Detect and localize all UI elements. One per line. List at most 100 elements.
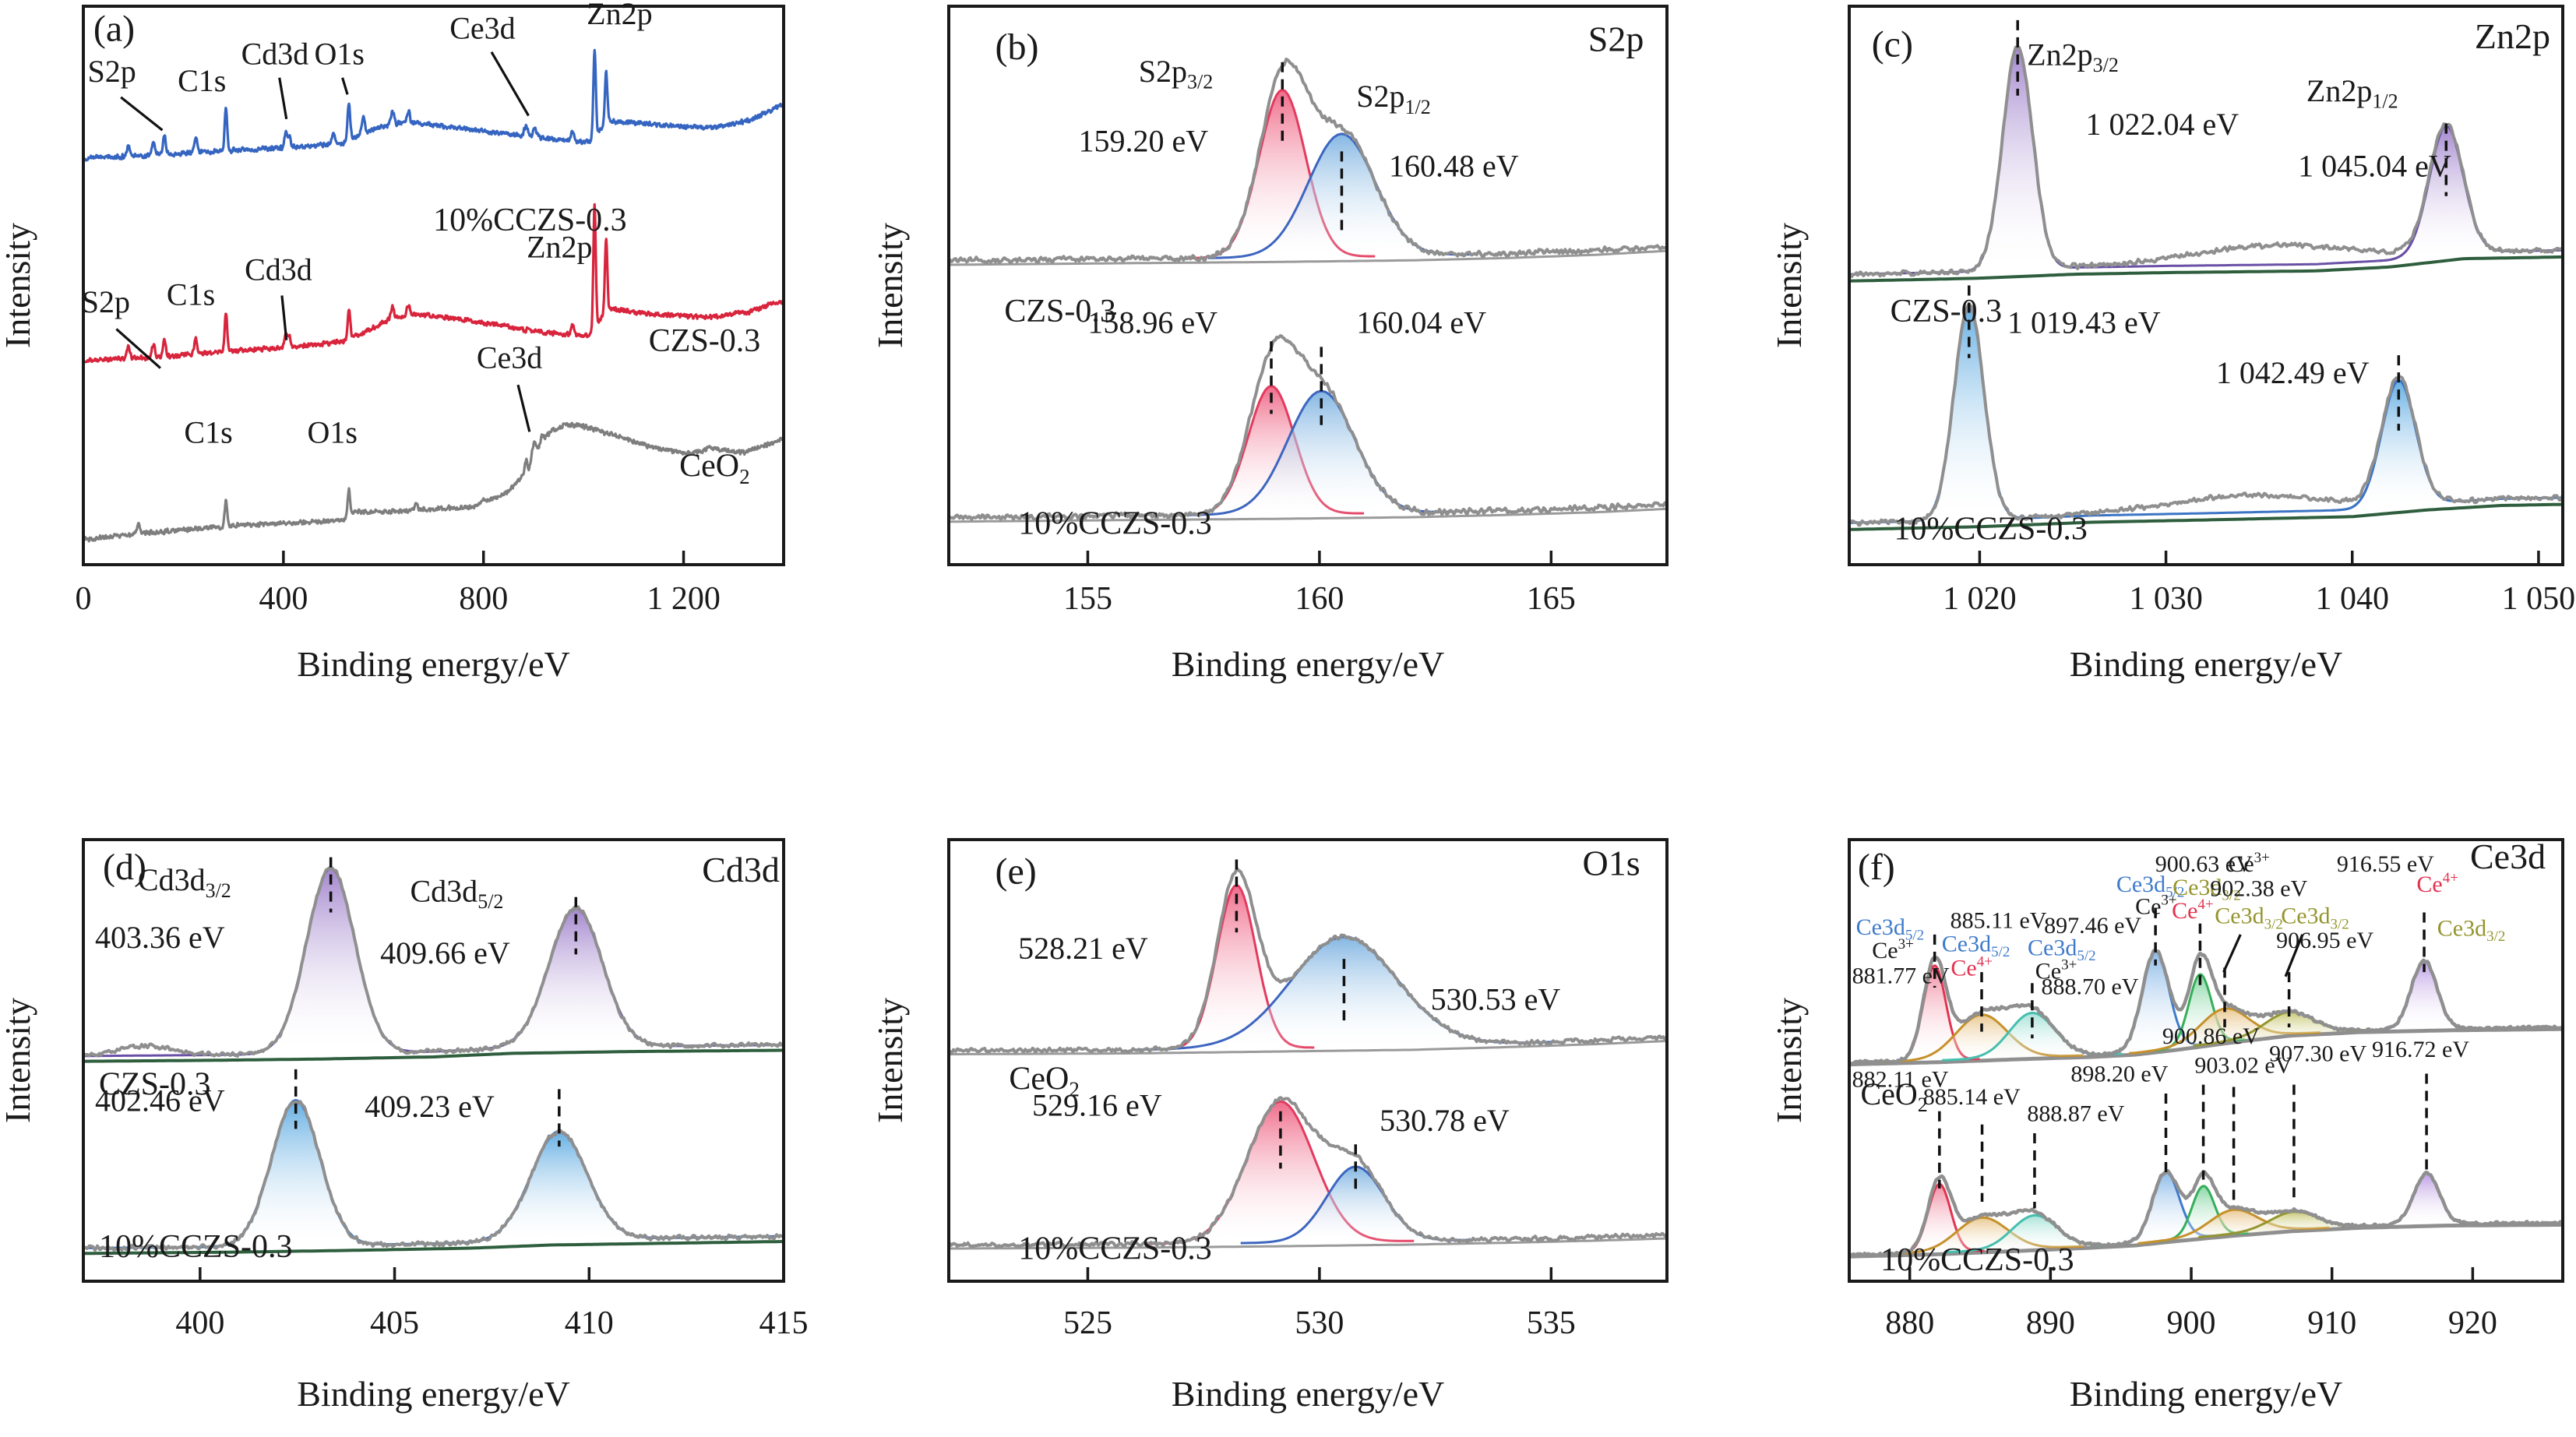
- leader-line-a-4: [115, 328, 161, 369]
- x-tick-label-b-1: 160: [1295, 581, 1344, 617]
- label-f-33: 916.72 eV: [2372, 1037, 2469, 1062]
- raw-envelope-b-0: [947, 58, 1669, 265]
- spectrum-f-1: [1848, 1169, 2564, 1259]
- peak-fill-c-1-0: [1909, 305, 2029, 522]
- label-f-1: Ce3d: [2470, 836, 2546, 876]
- label-a-10: Cd3d: [245, 252, 312, 287]
- spectrum-c-1: [1848, 303, 2564, 531]
- label-f-8: 897.46 eV: [2044, 913, 2141, 939]
- x-tick-label-a-2: 800: [459, 581, 508, 617]
- panel-d: 400 405 410 415 Binding energy/eV Intensity (d…: [0, 838, 809, 1414]
- label-f-5: 885.11 eV: [1951, 907, 2047, 933]
- baseline-f-1: [1848, 1222, 2564, 1259]
- label-f-4: 881.77 eV: [1852, 963, 1950, 988]
- label-c-7: 1 019.43 eV: [2007, 305, 2161, 340]
- plot-frame-d: [82, 838, 785, 1283]
- peak-fill-f-1-3: [2112, 1171, 2220, 1245]
- raw-envelope-f-0: [1848, 948, 2564, 1065]
- label-e-4: CeO2: [1009, 1061, 1080, 1101]
- leader-line-a-2: [341, 77, 349, 95]
- peak-fill-e-0-0: [1158, 885, 1315, 1050]
- x-tick-label-d-0: 400: [175, 1305, 224, 1341]
- label-a-12: CZS-0.3: [649, 323, 761, 359]
- spectrum-f-0: [1848, 948, 2564, 1067]
- panel-f: 880 890 900 910 920 Binding energy/eV Intensit…: [1769, 836, 2564, 1414]
- peak-fill-e-1-1: [1240, 1166, 1471, 1244]
- peak-fill-c-0-0: [1958, 46, 2077, 273]
- panel-a: 0 400 800 1 200 Binding energy/eV Intensity (a…: [0, 0, 785, 684]
- label-b-5: S2p: [1588, 19, 1644, 58]
- spectrum-b-1: [947, 334, 1668, 523]
- label-c-8: 1 042.49 eV: [2216, 355, 2370, 390]
- baseline-c-0: [1848, 255, 2564, 283]
- panel-e: 525 530 535 Binding energy/eV Intensity (e) 52…: [870, 838, 1669, 1414]
- leader-line-a-6: [516, 384, 531, 432]
- x-tick-label-f-3: 910: [2307, 1305, 2356, 1341]
- spectrum-d-0: [83, 866, 784, 1063]
- label-f-7: Ce4+: [1951, 954, 1993, 981]
- x-tick-label-d-1: 405: [370, 1305, 419, 1341]
- label-d-0: (d): [103, 847, 146, 888]
- label-e-0: (e): [995, 851, 1036, 893]
- label-f-22: 916.55 eV: [2337, 851, 2434, 877]
- baseline-b-1: [948, 507, 1668, 523]
- label-a-1: S2p: [87, 54, 136, 89]
- label-b-4: 160.48 eV: [1389, 149, 1519, 184]
- spectrum-a-0: [83, 48, 785, 162]
- spectrum-a-1: [82, 203, 785, 364]
- peak-fill-f-0-4: [2155, 974, 2246, 1051]
- label-a-9: C1s: [167, 277, 215, 312]
- label-d-7: 402.46 eV: [95, 1083, 225, 1118]
- survey-curve-a-2: [82, 421, 784, 543]
- y-axis-label-d: Intensity: [0, 998, 37, 1123]
- label-f-29: 898.20 eV: [2070, 1062, 2168, 1087]
- y-axis-label-a: Intensity: [0, 223, 37, 348]
- label-f-30: 900.86 eV: [2162, 1023, 2260, 1049]
- baseline-e-0: [948, 1040, 1668, 1056]
- peak-fill-f-0-0: [1889, 965, 1980, 1062]
- label-b-8: 160.04 eV: [1356, 305, 1486, 340]
- peak-fill-f-1-5: [2137, 1210, 2330, 1244]
- label-f-16: Ce4+: [2172, 896, 2214, 924]
- peak-fill-f-0-3: [2102, 951, 2209, 1055]
- label-d-4: 409.66 eV: [380, 935, 510, 970]
- peak-fill-b-0-0: [1189, 90, 1376, 259]
- x-tick-label-b-0: 155: [1063, 581, 1112, 617]
- label-f-24: Ce3d3/2: [2437, 916, 2506, 946]
- label-e-7: 10%CCZS-0.3: [1018, 1231, 1212, 1267]
- peak-fill-d-0-1: [470, 907, 682, 1050]
- survey-curve-a-1: [82, 203, 785, 364]
- raw-envelope-d-1: [82, 1100, 785, 1252]
- x-axis-label-c: Binding energy/eV: [2070, 644, 2342, 684]
- label-f-27: 885.14 eV: [1923, 1084, 2021, 1110]
- label-f-3: Ce3+: [1872, 936, 1914, 963]
- label-a-16: CeO2: [679, 449, 750, 488]
- x-axis-label-b: Binding energy/eV: [1172, 644, 1444, 684]
- label-a-4: O1s: [315, 37, 365, 72]
- panel-c: 1 020 1 030 1 040 1 050 Binding energy/eV Int…: [1769, 5, 2575, 684]
- label-a-0: (a): [93, 8, 135, 49]
- raw-envelope-f-1: [1848, 1169, 2564, 1257]
- x-axis-label-d: Binding energy/eV: [297, 1374, 569, 1414]
- leader-line-a-1: [278, 77, 288, 120]
- raw-envelope-e-1: [948, 1096, 1669, 1249]
- raw-envelope-b-1: [947, 334, 1668, 522]
- x-axis-label-f: Binding energy/eV: [2070, 1374, 2342, 1414]
- label-a-7: 10%CCZS-0.3: [433, 203, 627, 238]
- label-d-5: Cd3d: [702, 850, 780, 889]
- label-f-14: 900.63 eV: [2155, 851, 2253, 877]
- leader-line-f-0: [2222, 934, 2242, 973]
- label-d-3: Cd3d5/2: [411, 873, 504, 913]
- panel-b: 155 160 165 Binding energy/eV Intensity (b) S2…: [870, 5, 1669, 684]
- spectrum-c-0: [1848, 44, 2564, 283]
- leader-line-a-3: [490, 51, 530, 117]
- label-b-9: 10%CCZS-0.3: [1018, 506, 1212, 542]
- label-a-2: C1s: [178, 63, 226, 98]
- x-tick-label-a-1: 400: [259, 581, 308, 617]
- label-b-3: S2p1/2: [1356, 79, 1430, 118]
- label-f-31: 903.02 eV: [2194, 1052, 2292, 1078]
- label-a-14: O1s: [308, 415, 358, 450]
- x-tick-label-a-3: 1 200: [647, 581, 721, 617]
- label-f-34: 10%CCZS-0.3: [1880, 1242, 2074, 1278]
